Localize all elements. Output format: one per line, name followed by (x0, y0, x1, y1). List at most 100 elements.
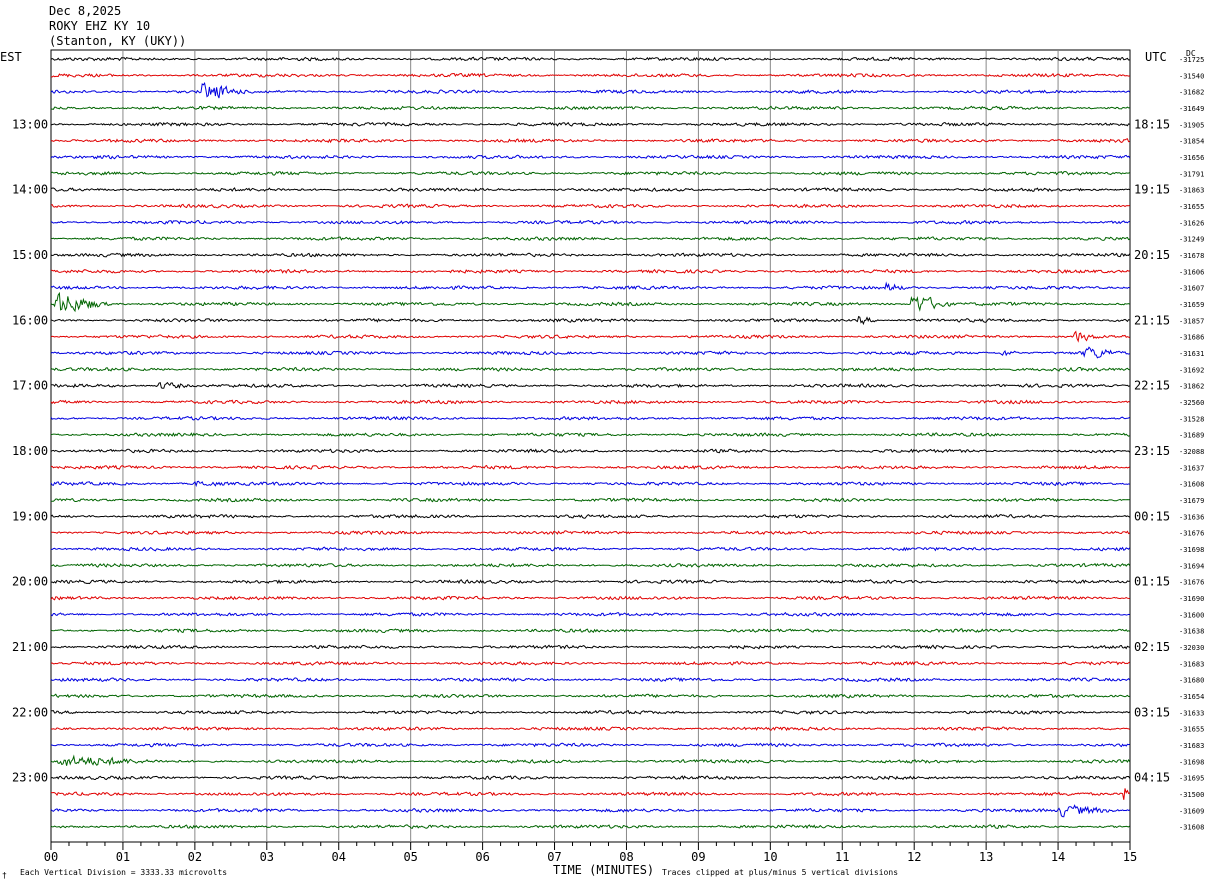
footer-clip-note: Traces clipped at plus/minus 5 vertical … (662, 868, 899, 877)
est-hour-label: 16:00 (12, 313, 48, 327)
dc-offset-label: -31608 (1179, 481, 1204, 489)
footer-scale-note: Each Vertical Division = 3333.33 microvo… (20, 868, 228, 877)
dc-offset-label: -31638 (1179, 628, 1204, 636)
dc-offset-label: -31500 (1179, 791, 1204, 799)
x-tick-label: 11 (835, 850, 849, 864)
est-hour-label: 17:00 (12, 379, 48, 393)
dc-offset-label: -32030 (1179, 644, 1204, 652)
x-tick-label: 05 (403, 850, 417, 864)
trace-line (50, 677, 1131, 683)
trace-line (50, 138, 1130, 144)
title-station: ROKY EHZ KY 10 (49, 19, 151, 33)
dc-offset-label: -31863 (1179, 187, 1204, 195)
dc-offset-label: -31683 (1179, 742, 1204, 750)
dc-offset-label: -31637 (1179, 464, 1204, 472)
dc-offset-label: -31678 (1179, 252, 1204, 260)
dc-offset-label: -31608 (1179, 824, 1204, 832)
utc-hour-label: 02:15 (1134, 640, 1170, 654)
dc-offset-label: -31862 (1179, 383, 1204, 391)
trace-line (50, 170, 1130, 176)
trace-line (50, 268, 1130, 274)
trace-line (50, 448, 1131, 454)
x-tick-label: 07 (547, 850, 561, 864)
trace-line (50, 546, 1131, 552)
trace-line (50, 346, 1130, 359)
dc-offset-label: -31680 (1179, 677, 1204, 685)
dc-offset-label: -31698 (1179, 546, 1204, 554)
trace-line (50, 121, 1130, 127)
dc-offset-label: -31633 (1179, 709, 1204, 717)
trace-line (50, 236, 1131, 242)
trace-line (50, 381, 1130, 389)
trace-line (51, 497, 1130, 503)
dc-offset-label: -31682 (1179, 89, 1204, 97)
dc-offset-label: -31626 (1179, 219, 1204, 227)
dc-offset-label: -31659 (1179, 301, 1204, 309)
title-date: Dec 8,2025 (49, 4, 122, 18)
trace-line (50, 562, 1131, 568)
dc-offset-label: -31854 (1179, 138, 1204, 146)
trace-line (50, 530, 1131, 536)
est-hour-label: 18:00 (12, 444, 48, 458)
utc-hour-label: 04:15 (1134, 771, 1170, 785)
trace-line (50, 330, 1131, 343)
trace-line (50, 281, 1130, 291)
utc-hour-label: 22:15 (1134, 379, 1170, 393)
dc-offset-label: -31698 (1179, 758, 1204, 766)
est-hour-label: 13:00 (12, 117, 48, 131)
dc-offset-label: -31607 (1179, 285, 1204, 293)
dc-offset-label: -31689 (1179, 432, 1204, 440)
dc-offset-label: -31676 (1179, 530, 1204, 538)
x-tick-label: 10 (763, 850, 777, 864)
est-hour-label: 22:00 (12, 705, 48, 719)
dc-offset-label: -31690 (1179, 595, 1204, 603)
trace-line (50, 628, 1130, 634)
trace-line (50, 203, 1130, 209)
dc-offset-label: -31656 (1179, 154, 1204, 162)
dc-offset-label: -31676 (1179, 579, 1204, 587)
dc-offset-label: -31694 (1179, 562, 1204, 570)
trace-line (50, 105, 1130, 111)
dc-offset-label: -31609 (1179, 807, 1204, 815)
trace-line (50, 252, 1131, 258)
dc-offset-label: -31654 (1179, 693, 1204, 701)
dc-offset-label: -31655 (1179, 203, 1204, 211)
dc-offset-label: -31791 (1179, 170, 1204, 178)
utc-hour-label: 19:15 (1134, 183, 1170, 197)
x-tick-label: 01 (116, 850, 130, 864)
est-hour-label: 15:00 (12, 248, 48, 262)
dc-offset-label: -31655 (1179, 726, 1204, 734)
dc-offset-label: -32560 (1179, 399, 1204, 407)
trace-line (50, 291, 1131, 313)
trace-line (50, 754, 1131, 766)
utc-hour-label: 20:15 (1134, 248, 1170, 262)
dc-offset-label: -31540 (1179, 72, 1204, 80)
utc-hour-label: 01:15 (1134, 575, 1170, 589)
title-location: (Stanton, KY (UKY)) (49, 34, 187, 48)
dc-offset-label: -31679 (1179, 497, 1204, 505)
dc-offset-label: -31692 (1179, 366, 1204, 374)
trace-line (50, 187, 1131, 193)
plot-frame (50, 49, 1131, 843)
est-axis-label: EST (0, 50, 22, 64)
trace-line (50, 513, 1131, 519)
x-tick-label: 15 (1123, 850, 1137, 864)
est-hour-label: 20:00 (12, 575, 48, 589)
utc-axis-label: UTC (1145, 50, 1167, 64)
trace-line (50, 464, 1130, 470)
trace-line (50, 726, 1131, 732)
dc-label: DC (1186, 49, 1196, 58)
trace-line (50, 595, 1130, 601)
trace-line (50, 315, 1130, 326)
est-hour-label: 14:00 (12, 183, 48, 197)
x-tick-label: 06 (475, 850, 489, 864)
trace-line (50, 56, 1130, 62)
dc-offset-label: -31249 (1179, 236, 1204, 244)
dc-offset-label: -31725 (1179, 56, 1204, 64)
trace-line (50, 415, 1131, 421)
utc-hour-label: 03:15 (1134, 705, 1170, 719)
est-hour-label: 19:00 (12, 509, 48, 523)
trace-line (50, 644, 1130, 650)
